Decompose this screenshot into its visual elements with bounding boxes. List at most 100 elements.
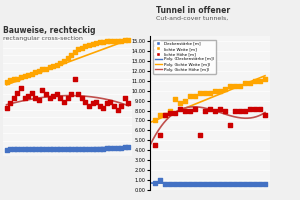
- Point: [258, 79, 262, 82]
- Point: [193, 94, 197, 97]
- Point: [223, 87, 227, 90]
- Point: [158, 178, 162, 182]
- Point: [248, 81, 252, 84]
- Point: [72, 51, 77, 54]
- Point: [51, 94, 56, 97]
- Point: [40, 147, 45, 150]
- Point: [112, 39, 116, 43]
- Point: [11, 78, 16, 81]
- Point: [112, 146, 116, 149]
- Point: [58, 147, 63, 151]
- Point: [248, 182, 252, 186]
- Point: [83, 44, 88, 48]
- Point: [208, 107, 212, 110]
- Point: [243, 109, 248, 112]
- Point: [178, 182, 182, 186]
- Point: [198, 182, 203, 186]
- Point: [108, 100, 113, 103]
- Point: [8, 102, 13, 105]
- Text: Cut-and-cover tunnels,: Cut-and-cover tunnels,: [156, 16, 228, 21]
- Point: [172, 111, 177, 114]
- Point: [253, 107, 257, 110]
- Point: [104, 40, 109, 43]
- Point: [87, 104, 92, 107]
- Point: [4, 148, 9, 151]
- Point: [188, 109, 192, 112]
- Point: [80, 96, 84, 100]
- Point: [29, 72, 34, 76]
- Point: [83, 147, 88, 150]
- Point: [83, 100, 88, 103]
- Point: [193, 182, 197, 186]
- Point: [243, 81, 248, 84]
- Point: [87, 43, 92, 46]
- Point: [262, 182, 267, 186]
- Point: [8, 148, 13, 151]
- Point: [65, 57, 70, 60]
- Point: [80, 147, 84, 150]
- Point: [47, 96, 52, 100]
- Point: [126, 39, 131, 42]
- Point: [183, 99, 188, 102]
- Point: [94, 147, 99, 150]
- Point: [115, 108, 120, 111]
- Point: [153, 144, 158, 147]
- Point: [218, 107, 222, 110]
- Point: [104, 102, 109, 105]
- Point: [51, 65, 56, 68]
- Point: [76, 48, 81, 51]
- Point: [44, 147, 48, 151]
- Text: Tunnel in offener: Tunnel in offener: [156, 6, 230, 15]
- Point: [29, 91, 34, 94]
- Point: [11, 96, 16, 100]
- Point: [90, 42, 95, 45]
- Point: [262, 114, 267, 117]
- Point: [90, 147, 95, 150]
- Point: [238, 109, 242, 112]
- Point: [213, 89, 218, 92]
- Point: [178, 107, 182, 110]
- Point: [61, 147, 66, 151]
- Point: [87, 147, 92, 150]
- Point: [258, 107, 262, 110]
- Point: [188, 94, 192, 97]
- Point: [122, 39, 127, 42]
- Point: [188, 182, 192, 186]
- Point: [178, 101, 182, 104]
- Point: [58, 96, 63, 100]
- Point: [168, 111, 172, 114]
- Point: [22, 147, 27, 151]
- Point: [80, 46, 84, 49]
- Point: [101, 106, 106, 110]
- Point: [262, 77, 267, 80]
- Point: [228, 84, 232, 87]
- Point: [198, 91, 203, 94]
- Point: [69, 92, 74, 96]
- Point: [253, 182, 257, 186]
- Point: [72, 147, 77, 150]
- Point: [168, 182, 172, 186]
- Point: [33, 96, 38, 100]
- Point: [172, 182, 177, 186]
- Point: [44, 67, 48, 70]
- Point: [54, 63, 59, 66]
- Point: [258, 182, 262, 186]
- Point: [208, 182, 212, 186]
- Point: [29, 148, 34, 151]
- Point: [253, 79, 257, 82]
- Point: [202, 109, 207, 112]
- Point: [163, 114, 167, 117]
- Point: [76, 147, 81, 150]
- Point: [36, 99, 41, 102]
- Point: [223, 109, 227, 112]
- Point: [168, 109, 172, 112]
- Point: [33, 147, 38, 151]
- Point: [248, 107, 252, 110]
- Point: [153, 181, 158, 185]
- Point: [115, 39, 120, 42]
- Point: [26, 94, 31, 97]
- Point: [47, 147, 52, 151]
- Point: [183, 109, 188, 112]
- Point: [198, 134, 203, 137]
- Point: [108, 40, 113, 43]
